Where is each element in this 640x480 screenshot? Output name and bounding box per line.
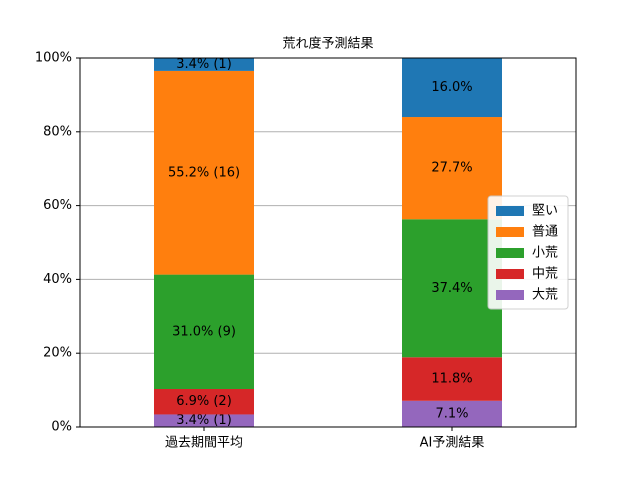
value-label: 7.1% [435, 406, 468, 421]
y-tick-label: 40% [43, 272, 72, 287]
value-label: 27.7% [431, 161, 472, 176]
legend-box [487, 195, 569, 310]
value-label: 3.4% (1) [176, 57, 232, 72]
legend-label: 小荒 [532, 246, 558, 261]
value-label: 6.9% (2) [176, 394, 232, 409]
y-tick-label: 100% [35, 51, 72, 66]
legend-swatch [496, 269, 524, 279]
plot-frame [79, 57, 577, 428]
bar-segment [154, 70, 254, 275]
y-tick-label: 80% [43, 124, 72, 139]
bar-segment [402, 357, 502, 401]
legend-label: 普通 [532, 225, 558, 240]
bar-segment [402, 219, 502, 358]
legend-swatch [496, 248, 524, 258]
bar-segment [154, 414, 254, 427]
value-label: 16.0% [431, 80, 472, 95]
value-label: 3.4% (1) [176, 413, 232, 428]
legend-swatch [496, 290, 524, 300]
bar-segment [402, 117, 502, 220]
legend-swatch [496, 227, 524, 237]
bar-segment [154, 388, 254, 415]
x-tick-label: AI予測結果 [420, 436, 485, 451]
value-label: 11.8% [431, 372, 472, 387]
value-label: 37.4% [431, 281, 472, 296]
legend-swatch [496, 206, 524, 216]
bar-segment [402, 400, 502, 427]
y-tick-label: 20% [43, 346, 72, 361]
bar-segment [154, 58, 254, 71]
y-tick-label: 60% [43, 198, 72, 213]
value-label: 31.0% (9) [172, 324, 236, 339]
x-tick-label: 過去期間平均 [165, 436, 243, 451]
value-label: 55.2% (16) [168, 165, 240, 180]
bar-segment [154, 274, 254, 389]
y-tick-label: 0% [51, 420, 72, 435]
chart-title: 荒れ度予測結果 [282, 36, 373, 52]
legend-label: 中荒 [532, 267, 558, 282]
bar-segment [402, 58, 502, 118]
legend-label: 大荒 [532, 288, 558, 303]
legend-label: 堅い [532, 204, 558, 219]
